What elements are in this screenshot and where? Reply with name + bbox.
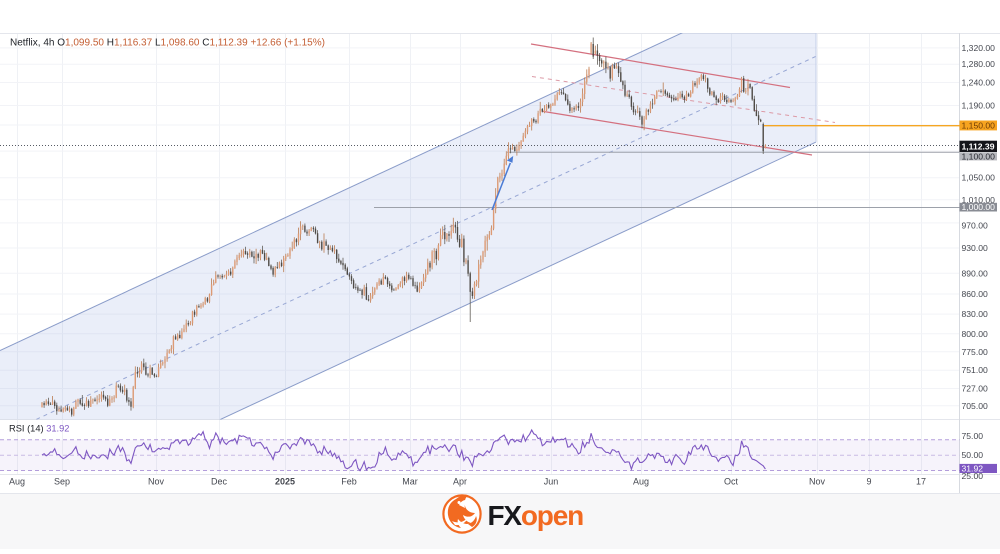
svg-text:Oct: Oct: [724, 476, 739, 486]
svg-text:Aug: Aug: [633, 476, 649, 486]
svg-text:75.00: 75.00: [962, 431, 984, 441]
svg-text:1,050.00: 1,050.00: [962, 173, 996, 183]
svg-text:RSI (14) 31.92: RSI (14) 31.92: [9, 424, 69, 434]
svg-text:25.00: 25.00: [962, 471, 984, 481]
svg-text:Netflix, 4h O1,099.50 H1,116.3: Netflix, 4h O1,099.50 H1,116.37 L1,098.6…: [10, 37, 325, 48]
svg-text:FXopen: FXopen: [488, 500, 584, 531]
svg-text:Aug: Aug: [9, 476, 25, 486]
svg-text:Mar: Mar: [402, 476, 418, 486]
svg-text:Feb: Feb: [341, 476, 357, 486]
svg-text:2025: 2025: [275, 476, 295, 486]
svg-text:Jun: Jun: [544, 476, 559, 486]
svg-text:Dec: Dec: [211, 476, 228, 486]
svg-text:Apr: Apr: [453, 476, 467, 486]
svg-text:1,112.39: 1,112.39: [962, 141, 995, 151]
svg-text:751.00: 751.00: [962, 365, 989, 375]
svg-text:1,100.00: 1,100.00: [962, 152, 996, 162]
svg-text:775.00: 775.00: [962, 347, 989, 357]
svg-text:50.00: 50.00: [962, 450, 984, 460]
svg-text:1,150.00: 1,150.00: [962, 121, 996, 131]
svg-text:17: 17: [916, 476, 926, 486]
svg-text:727.00: 727.00: [962, 384, 989, 394]
svg-text:705.00: 705.00: [962, 401, 989, 411]
svg-text:800.00: 800.00: [962, 329, 989, 339]
svg-text:860.00: 860.00: [962, 289, 989, 299]
svg-text:Nov: Nov: [148, 476, 165, 486]
svg-text:9: 9: [866, 476, 871, 486]
svg-text:1,000.00: 1,000.00: [962, 202, 996, 212]
svg-text:890.00: 890.00: [962, 268, 989, 278]
svg-text:Nov: Nov: [809, 476, 826, 486]
svg-text:1,240.00: 1,240.00: [962, 78, 996, 88]
svg-text:Sep: Sep: [54, 476, 70, 486]
svg-text:1,190.00: 1,190.00: [962, 101, 996, 111]
svg-text:1,280.00: 1,280.00: [962, 59, 996, 69]
svg-text:1,010.00: 1,010.00: [962, 195, 996, 205]
svg-text:1,320.00: 1,320.00: [962, 43, 996, 53]
svg-text:830.00: 830.00: [962, 309, 989, 319]
svg-text:930.00: 930.00: [962, 243, 989, 253]
svg-text:970.00: 970.00: [962, 220, 989, 230]
svg-text:31.92: 31.92: [962, 464, 984, 474]
